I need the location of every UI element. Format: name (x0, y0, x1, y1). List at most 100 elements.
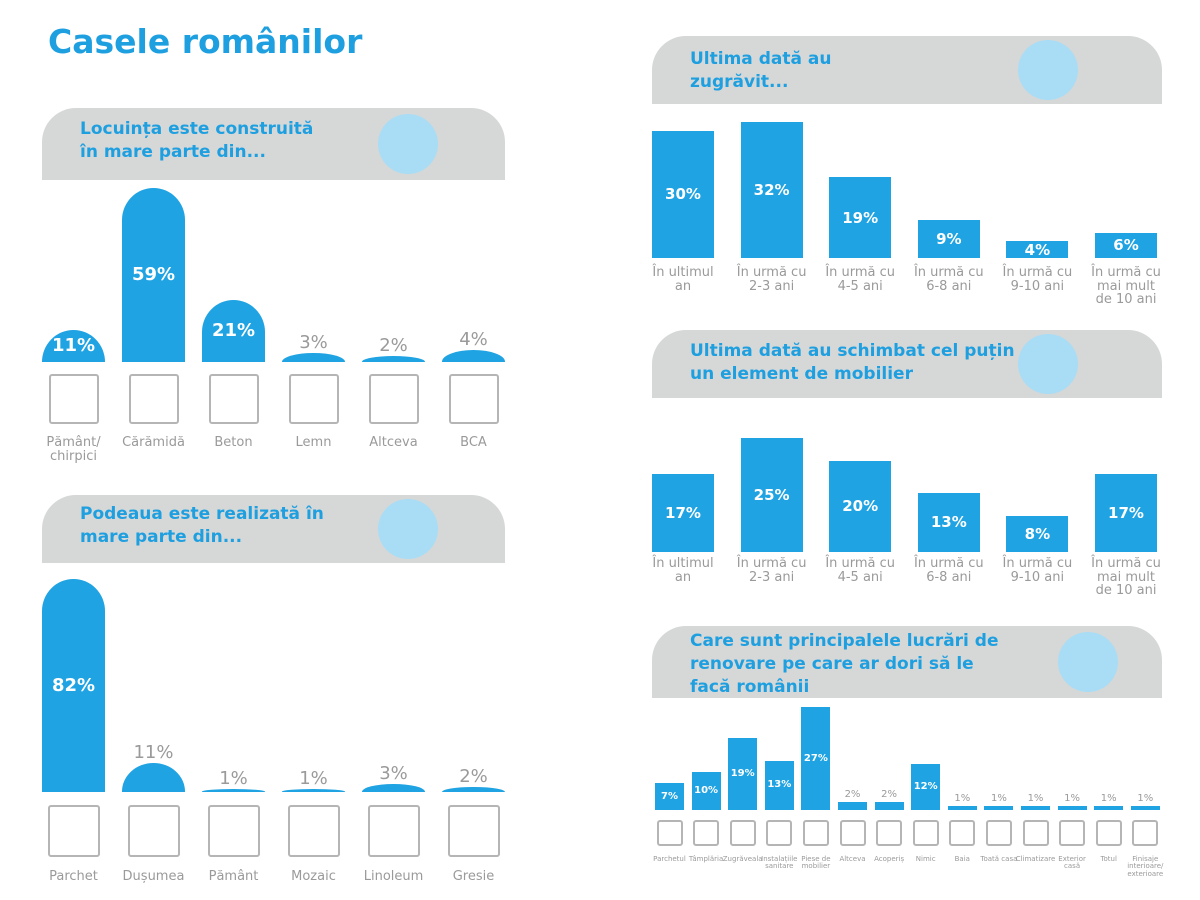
bar (202, 789, 265, 792)
value-label: 17% (665, 504, 701, 523)
category-icon (985, 820, 1012, 846)
category-label: Climatizare (1015, 855, 1056, 863)
bar (442, 786, 505, 792)
value-label: 2% (844, 789, 861, 801)
bar (652, 474, 714, 552)
category-label: Parchetul (653, 855, 686, 863)
category-label: În ultimul an (652, 556, 714, 585)
category-label: În urmă cu 6-8 ani (913, 556, 984, 585)
value-label: 2% (459, 765, 488, 787)
value-label: 3% (379, 763, 408, 785)
chart-title: Ultima dată au schimbat cel puțin un ele… (690, 341, 1015, 384)
bar (740, 122, 803, 258)
category-icon (876, 820, 903, 846)
category-icon (128, 374, 179, 424)
value-label: 11% (51, 334, 96, 356)
category-icon (287, 805, 340, 857)
category-icon (207, 805, 260, 857)
value-label: 27% (803, 752, 828, 764)
category-icon (448, 374, 499, 424)
category-label: Linoleum (363, 869, 424, 884)
category-label: Pământ (208, 869, 259, 884)
bar (362, 356, 425, 362)
category-icon (367, 805, 420, 857)
bar (202, 300, 265, 362)
category-label: Mozaic (291, 869, 336, 884)
header-icon (1018, 40, 1078, 100)
category-label: Exterior casă (1058, 855, 1086, 871)
bar (984, 806, 1014, 810)
value-label: 82% (51, 674, 96, 696)
bar (652, 130, 714, 258)
chart-title: Podeaua este realizată în mare parte din… (80, 504, 324, 547)
bar (829, 460, 892, 552)
bar (838, 802, 867, 810)
value-label: 3% (299, 332, 328, 354)
value-label: 9% (936, 229, 962, 248)
category-label: Dușumea (122, 869, 185, 884)
value-label: 1% (990, 793, 1007, 805)
category-icon (208, 374, 259, 424)
bar (801, 707, 831, 810)
value-label: 12% (913, 781, 938, 793)
category-label: Baia (954, 855, 970, 863)
bar (1006, 515, 1069, 552)
category-icon (766, 820, 793, 846)
bar (917, 492, 980, 552)
bar (1057, 806, 1087, 810)
bar (1094, 806, 1124, 810)
bar (122, 763, 185, 792)
header-icon (378, 114, 438, 174)
category-label: În urmă cu 2-3 ani (736, 265, 807, 294)
category-label: Toată casa (980, 855, 1018, 863)
category-label: În urmă cu mai mult de 10 ani (1091, 265, 1161, 308)
category-icon (693, 820, 720, 846)
category-label: Gresie (452, 869, 495, 884)
category-label: Acoperiș (874, 855, 905, 863)
header-icon (1018, 334, 1078, 394)
value-label: 17% (1108, 504, 1144, 523)
value-label: 32% (753, 181, 790, 199)
category-icon (656, 820, 683, 846)
category-icon (1022, 820, 1049, 846)
category-icon (1132, 820, 1159, 846)
bar (947, 806, 977, 810)
category-label: În urmă cu 2-3 ani (736, 556, 807, 585)
category-icon (802, 820, 829, 846)
value-label: 4% (459, 329, 488, 351)
category-label: În urmă cu 9-10 ani (1002, 265, 1073, 294)
category-label: Cărămidă (122, 435, 185, 450)
category-label: Instalațiile sanitare (761, 855, 798, 871)
category-label: În urmă cu 4-5 ani (825, 556, 896, 585)
header-icon (1058, 632, 1118, 692)
value-label: 20% (842, 497, 879, 516)
value-label: 7% (661, 790, 678, 802)
bar (282, 353, 345, 362)
value-label: 1% (954, 793, 971, 805)
category-icon (949, 820, 976, 846)
category-label: Lemn (295, 435, 332, 450)
category-icon (288, 374, 339, 424)
category-icon (729, 820, 756, 846)
value-label: 30% (665, 185, 701, 204)
category-label: În ultimul an (652, 265, 714, 294)
chart-title: Care sunt principalele lucrări de renova… (690, 631, 999, 697)
bar (1130, 806, 1160, 810)
category-icon (1059, 820, 1086, 846)
value-label: 10% (694, 785, 719, 796)
value-label: 19% (842, 208, 879, 227)
bar (282, 789, 345, 792)
value-label: 19% (730, 767, 755, 779)
bar (764, 760, 794, 810)
bar (874, 802, 904, 810)
value-label: 2% (379, 335, 408, 357)
bar (42, 578, 105, 792)
value-label: 6% (1113, 236, 1139, 255)
bar (728, 737, 758, 810)
category-label: În urmă cu mai mult de 10 ani (1091, 556, 1161, 599)
chart-title: Locuința este construită în mare parte d… (80, 119, 314, 162)
category-icon (127, 805, 180, 857)
category-label: Finisaje interioare/ exterioare (1127, 855, 1164, 878)
value-label: 1% (299, 768, 328, 790)
